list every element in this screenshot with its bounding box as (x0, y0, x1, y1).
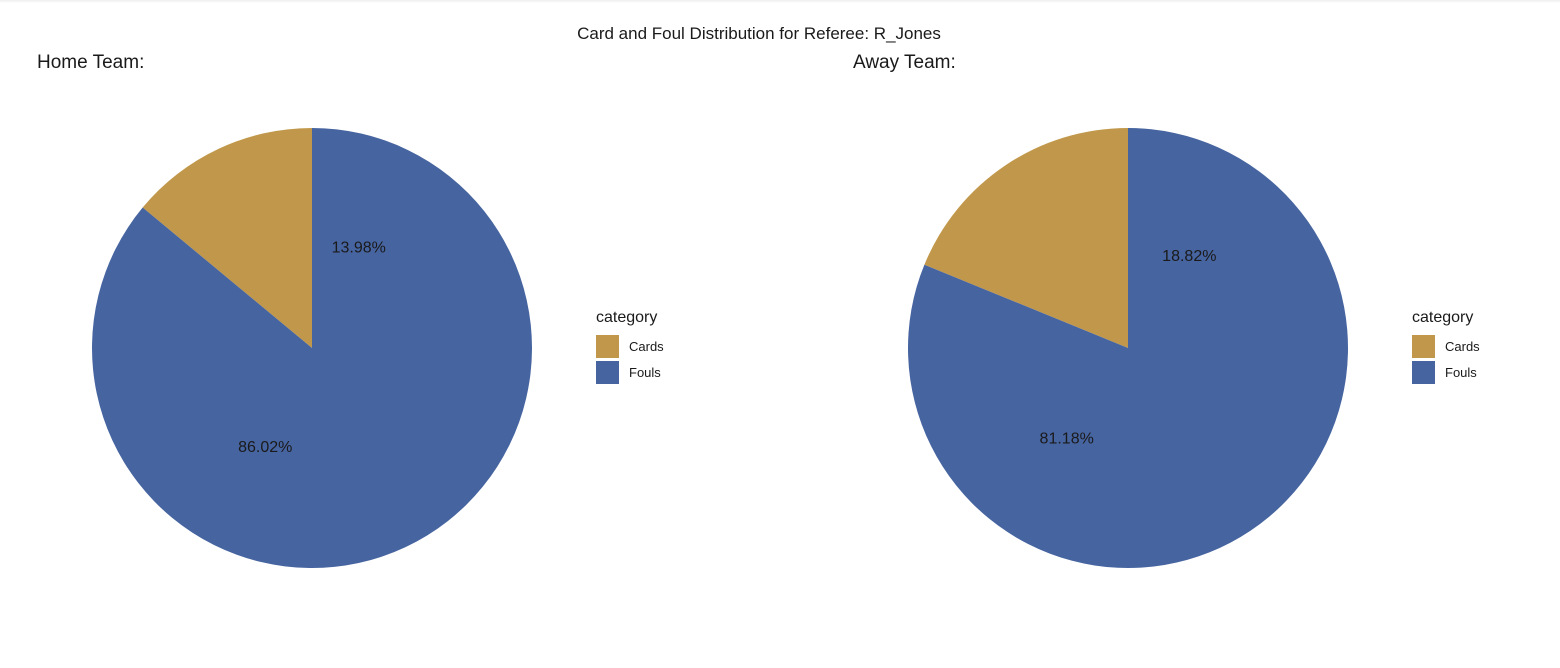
data-label-fouls: 86.02% (238, 439, 292, 456)
legend-swatch-fouls (596, 360, 619, 384)
pie-slice-cards (924, 128, 1128, 348)
home-team-legend: category Cards Fouls (596, 309, 664, 385)
pie-slice-cards (142, 128, 312, 348)
legend-item-fouls: Fouls (1412, 359, 1480, 385)
legend-item-cards: Cards (1412, 333, 1480, 359)
legend-swatch-cards (596, 334, 619, 358)
away-team-legend: category Cards Fouls (1412, 309, 1480, 385)
legend-title: category (596, 309, 658, 326)
top-divider (0, 0, 1560, 3)
pie-slice-fouls (908, 128, 1348, 568)
away-team-panel: Away Team: 18.82% 81.18% category Cards F… (816, 0, 1560, 668)
legend-label-cards: Cards (629, 338, 664, 354)
legend-label-cards: Cards (1445, 338, 1480, 354)
legend-item-cards: Cards (596, 333, 664, 359)
chart-title: Card and Foul Distribution for Referee: … (577, 24, 941, 43)
legend-swatch-fouls (1412, 360, 1435, 384)
data-label-cards: 18.82% (1162, 248, 1216, 265)
home-team-pie: 13.98% 86.02% (92, 128, 532, 568)
away-team-subtitle: Away Team: (853, 52, 956, 73)
legend-label-fouls: Fouls (629, 364, 661, 380)
legend-title: category (1412, 309, 1474, 326)
legend-item-fouls: Fouls (596, 359, 664, 385)
data-label-fouls: 81.18% (1040, 431, 1094, 448)
legend-swatch-cards (1412, 334, 1435, 358)
home-team-subtitle: Home Team: (37, 52, 145, 73)
pie-slice-fouls (92, 128, 532, 568)
data-label-cards: 13.98% (332, 240, 386, 257)
home-team-panel: Home Team: 13.98% 86.02% category Cards F… (37, 52, 664, 568)
legend-label-fouls: Fouls (1445, 364, 1477, 380)
away-team-pie: 18.82% 81.18% (908, 128, 1348, 568)
